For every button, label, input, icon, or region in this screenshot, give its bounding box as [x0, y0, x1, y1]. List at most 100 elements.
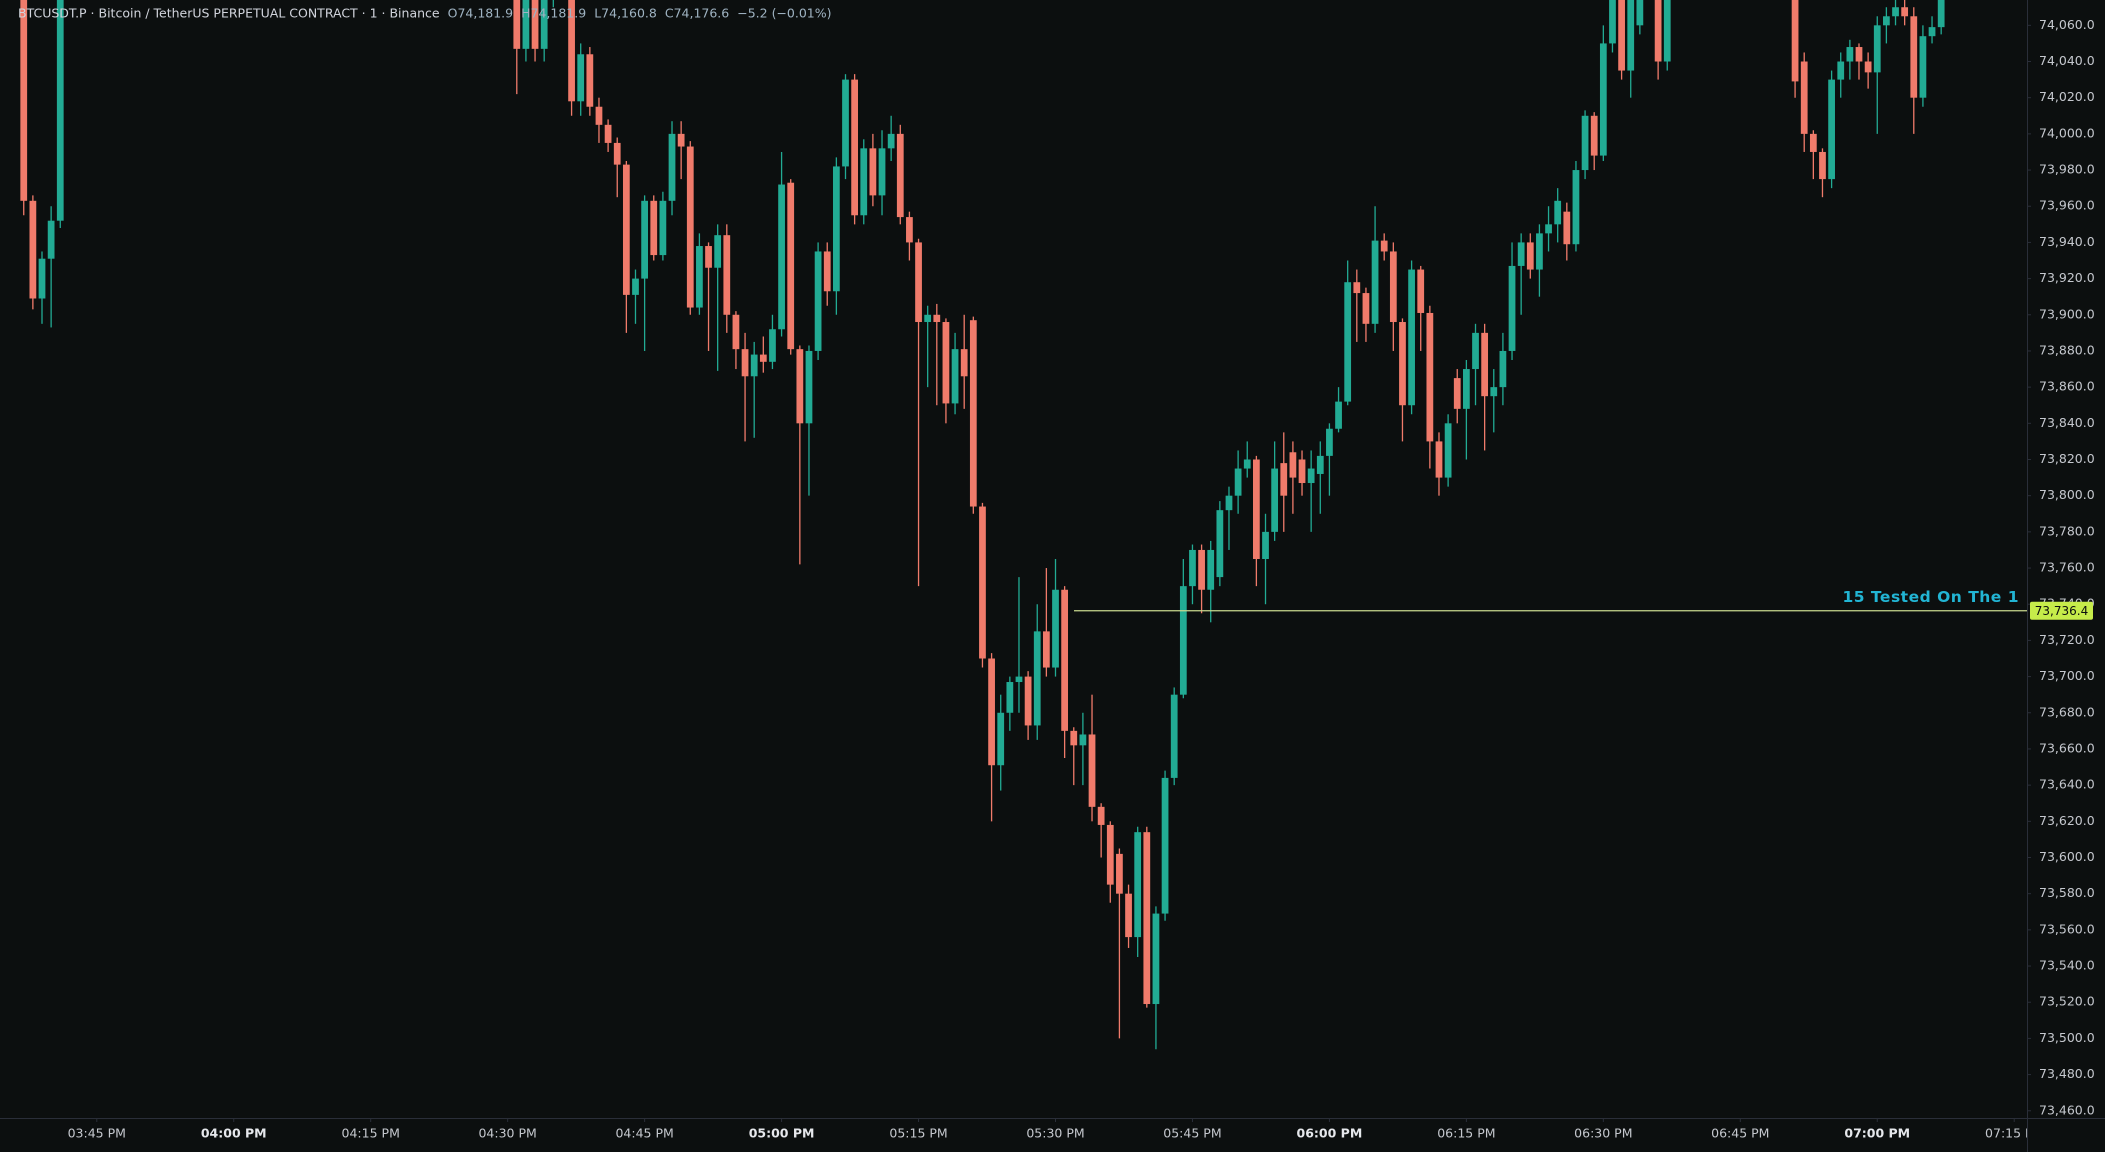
- candle-body: [1198, 549, 1205, 590]
- candle-body: [1563, 211, 1571, 245]
- candle-body: [1873, 25, 1881, 73]
- candle-body: [1088, 734, 1096, 807]
- candle-body: [56, 0, 64, 221]
- x-tick-label: 05:45 PM: [1163, 1126, 1221, 1141]
- candle-body: [1298, 459, 1306, 484]
- x-tick-label: 06:00 PM: [1297, 1126, 1363, 1141]
- status-value: O74,181.9: [448, 6, 514, 21]
- candle-body: [1883, 16, 1890, 26]
- candle-body: [1271, 468, 1279, 532]
- candle-body: [613, 142, 621, 165]
- candle-body: [1344, 282, 1352, 402]
- candle-body: [1280, 463, 1288, 496]
- candle-body: [1517, 242, 1525, 266]
- candle-body: [1170, 694, 1178, 778]
- y-tick-label: 74,020.0: [2039, 89, 2095, 104]
- candle-body: [1316, 455, 1324, 474]
- y-tick-label: 73,580.0: [2039, 885, 2095, 900]
- candle-body: [1335, 401, 1342, 429]
- candle-body: [714, 235, 722, 268]
- candle-body: [1262, 531, 1269, 559]
- candle-body: [1800, 61, 1808, 134]
- candle-body: [1663, 0, 1671, 62]
- candle-body: [1526, 242, 1534, 270]
- candle-body: [823, 251, 831, 292]
- candle-body: [1161, 777, 1169, 914]
- candle-body: [1399, 322, 1406, 406]
- y-tick-label: 74,060.0: [2039, 17, 2095, 32]
- candle-body: [1024, 676, 1032, 726]
- x-tick-label: 05:30 PM: [1026, 1126, 1084, 1141]
- candle-body: [668, 133, 676, 201]
- candle-body: [1435, 441, 1443, 478]
- candle-body: [1919, 36, 1927, 98]
- candle-body: [778, 184, 785, 330]
- candle-body: [1928, 27, 1936, 37]
- candle-body: [1609, 0, 1616, 44]
- candle-body: [1097, 806, 1105, 825]
- candle-body: [1472, 332, 1479, 370]
- candle-body: [769, 329, 776, 362]
- candle-body: [1207, 549, 1215, 590]
- y-tick-label: 73,880.0: [2039, 342, 2095, 357]
- candle-body: [513, 0, 521, 49]
- candle-body: [1599, 43, 1607, 156]
- y-tick-label: 73,660.0: [2039, 740, 2095, 755]
- candle-body: [969, 320, 977, 507]
- candle-body: [723, 235, 731, 315]
- candle-body: [1143, 832, 1151, 1005]
- y-tick-label: 73,940.0: [2039, 234, 2095, 249]
- candle-body: [1453, 378, 1461, 409]
- x-tick-label: 04:15 PM: [342, 1126, 400, 1141]
- candle-body: [1636, 0, 1644, 26]
- y-tick-label: 73,700.0: [2039, 668, 2095, 683]
- candle-body: [1508, 265, 1516, 351]
- candle-body: [851, 79, 859, 216]
- candle-body: [1061, 589, 1069, 731]
- y-tick-label: 73,460.0: [2039, 1102, 2095, 1117]
- x-tick-label: 07:00 PM: [1844, 1126, 1910, 1141]
- candle-body: [1536, 233, 1543, 270]
- status-value: H74,181.9: [521, 6, 586, 21]
- y-tick-label: 74,000.0: [2039, 125, 2095, 140]
- candle-body: [29, 200, 37, 299]
- candle-body: [1554, 200, 1562, 225]
- candle-body: [1417, 269, 1425, 313]
- status-value: L74,160.8: [594, 6, 657, 21]
- candle-body: [832, 166, 840, 292]
- candle-body: [1864, 61, 1872, 73]
- candle-body: [650, 200, 658, 256]
- candle-body: [47, 220, 55, 259]
- candle-body: [604, 124, 612, 143]
- candle-body: [577, 54, 585, 102]
- y-tick-label: 73,620.0: [2039, 813, 2095, 828]
- price-axis: 73,460.0 73,480.0 73,500.0 73,520.0 73,540.0…: [2027, 17, 2095, 1117]
- candle-body: [1252, 459, 1260, 559]
- status-value: C74,176.6: [665, 6, 729, 21]
- candle-body: [705, 246, 712, 268]
- candle-body: [1791, 0, 1799, 82]
- candle-body: [522, 0, 530, 49]
- x-tick-label: 05:00 PM: [749, 1126, 815, 1141]
- level-badge: [2030, 601, 2093, 620]
- status-value: −5.2 (−0.01%): [737, 6, 831, 21]
- candle-body: [677, 133, 685, 147]
- y-tick-label: 73,840.0: [2039, 415, 2095, 430]
- candle-body: [805, 350, 813, 424]
- candle-body: [659, 200, 667, 256]
- candle-body: [1362, 293, 1370, 324]
- candle-body: [38, 258, 46, 299]
- candle-body: [1106, 824, 1114, 885]
- candle-body: [796, 349, 804, 424]
- y-tick-label: 73,560.0: [2039, 921, 2095, 936]
- candle-body: [1590, 115, 1598, 156]
- candle-body: [1015, 676, 1023, 683]
- candle-body: [1380, 240, 1388, 252]
- candle-body: [1353, 282, 1361, 294]
- y-tick-label: 73,780.0: [2039, 523, 2095, 538]
- y-tick-label: 73,860.0: [2039, 379, 2095, 394]
- y-tick-label: 73,520.0: [2039, 994, 2095, 1009]
- candle-body: [960, 349, 968, 377]
